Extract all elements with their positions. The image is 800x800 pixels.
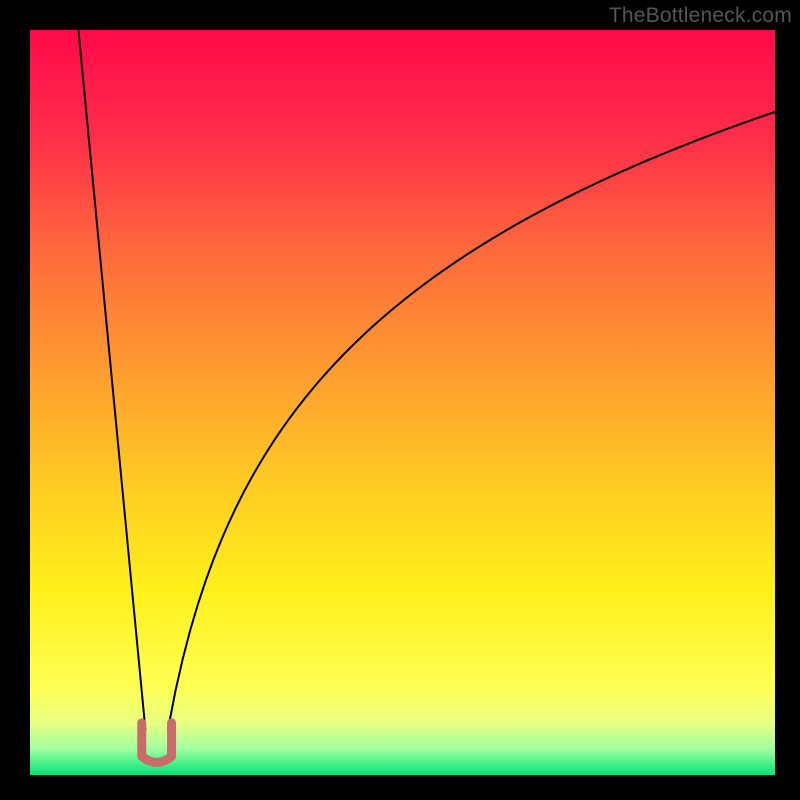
chart-frame: TheBottleneck.com: [0, 0, 800, 800]
bottleneck-plot: [0, 0, 800, 800]
watermark-text: TheBottleneck.com: [609, 4, 792, 28]
plot-background: [30, 30, 775, 775]
